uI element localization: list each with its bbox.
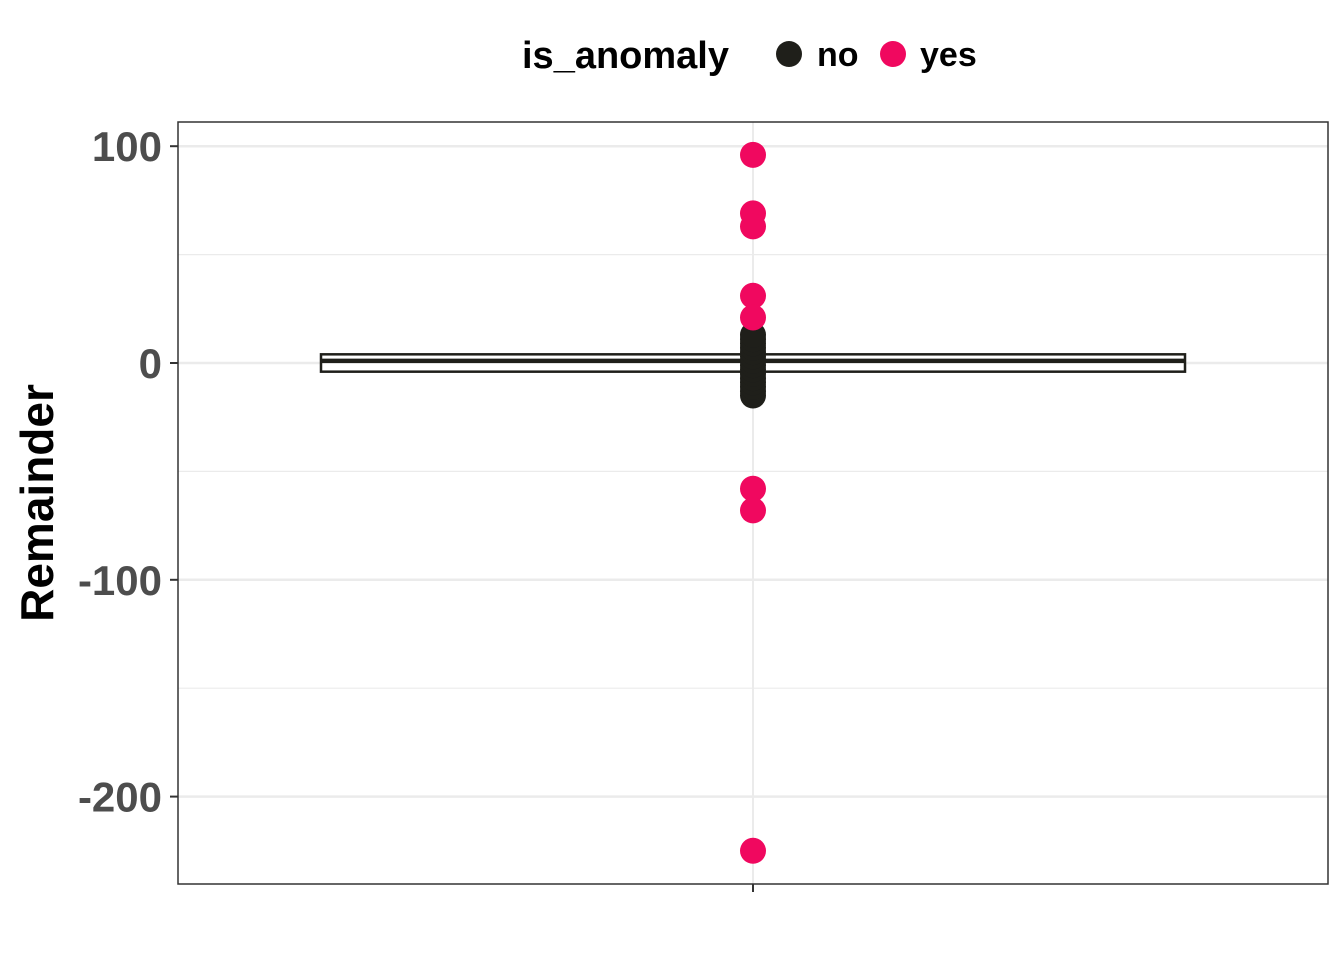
legend-label-yes: yes — [920, 36, 977, 74]
point-yes — [740, 497, 766, 524]
point-yes — [740, 213, 766, 240]
legend: is_anomaly no yes — [522, 35, 977, 77]
point-yes — [740, 141, 766, 168]
y-axis-title: Remainder — [11, 384, 63, 622]
y-tick-label: 0 — [139, 340, 162, 387]
legend-key-yes — [880, 41, 906, 67]
legend-label-no: no — [817, 36, 859, 74]
legend-title: is_anomaly — [522, 35, 729, 77]
y-tick-label: -100 — [78, 557, 162, 604]
point-yes — [740, 282, 766, 309]
y-axis: 100 0 -100 -200 — [78, 123, 178, 821]
point-yes — [740, 475, 766, 502]
y-tick-label: 100 — [92, 123, 162, 170]
legend-key-no — [776, 41, 802, 67]
point-yes — [740, 304, 766, 331]
y-tick-label: -200 — [78, 774, 162, 821]
point-yes — [740, 837, 766, 864]
data-points — [740, 141, 766, 864]
